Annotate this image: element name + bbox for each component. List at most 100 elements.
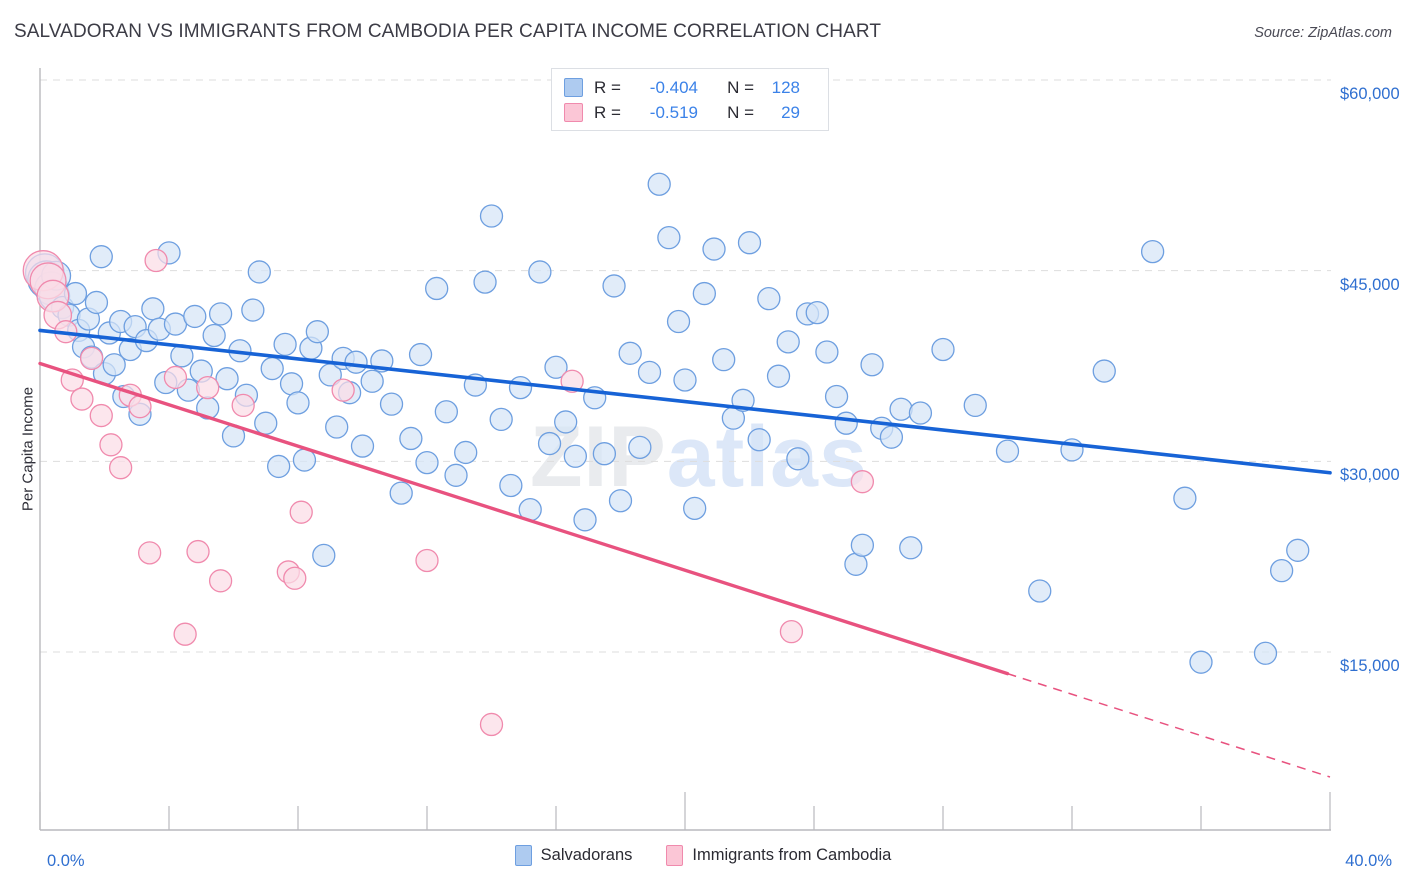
series-legend: Salvadorans Immigrants from Cambodia bbox=[0, 845, 1406, 866]
data-point bbox=[879, 425, 904, 449]
source-attribution: Source: ZipAtlas.com bbox=[1254, 25, 1392, 41]
data-point bbox=[289, 500, 313, 524]
data-point bbox=[305, 320, 330, 344]
data-point bbox=[1189, 650, 1213, 674]
data-point bbox=[241, 298, 265, 322]
data-point bbox=[850, 470, 875, 494]
data-point bbox=[231, 393, 255, 418]
series-points-salvadorans bbox=[24, 172, 1310, 674]
data-point bbox=[415, 450, 439, 475]
data-point bbox=[286, 391, 310, 415]
data-point bbox=[454, 440, 478, 465]
legend-swatch-blue-icon bbox=[564, 78, 583, 97]
data-point bbox=[144, 248, 168, 273]
data-point bbox=[141, 297, 165, 321]
data-point bbox=[647, 172, 671, 196]
data-point bbox=[312, 543, 336, 568]
data-point bbox=[389, 481, 413, 505]
stat-r-value-0: -0.404 bbox=[649, 77, 698, 97]
data-point bbox=[247, 260, 271, 284]
data-point bbox=[202, 323, 226, 348]
data-point bbox=[908, 401, 933, 425]
data-point bbox=[102, 353, 126, 377]
data-point bbox=[834, 411, 858, 435]
plot-area: Per Capita Income bbox=[20, 68, 1332, 831]
stat-r-value-1: -0.519 bbox=[649, 102, 698, 122]
data-point bbox=[208, 569, 233, 593]
y-axis-tick-label: $60,000 bbox=[1340, 85, 1400, 103]
data-point bbox=[544, 355, 568, 379]
data-point bbox=[608, 489, 633, 513]
data-point bbox=[1286, 538, 1310, 562]
data-point bbox=[215, 367, 239, 391]
data-point bbox=[1140, 239, 1165, 264]
data-point bbox=[931, 337, 955, 362]
data-point bbox=[779, 620, 804, 644]
legend-item-salvadorans[interactable]: Salvadorans bbox=[514, 845, 633, 866]
data-point bbox=[602, 274, 626, 298]
data-point bbox=[89, 403, 113, 428]
series-points-cambodia bbox=[22, 248, 875, 737]
data-point bbox=[657, 225, 681, 250]
legend-item-cambodia[interactable]: Immigrants from Cambodia bbox=[666, 845, 891, 866]
data-point bbox=[163, 365, 188, 390]
data-point bbox=[399, 426, 423, 451]
x-axis-max-label: 40.0% bbox=[1345, 852, 1392, 870]
data-point bbox=[537, 431, 562, 456]
data-point bbox=[995, 439, 1020, 463]
trendline-cambodia bbox=[38, 361, 1010, 676]
data-point bbox=[70, 387, 94, 411]
legend-swatch-pink-icon bbox=[564, 103, 583, 122]
stat-r-label-1: R = bbox=[594, 102, 621, 122]
data-point bbox=[89, 245, 113, 269]
data-point bbox=[444, 463, 468, 487]
trendline-salvadorans bbox=[38, 328, 1332, 475]
data-point bbox=[747, 428, 771, 452]
data-point bbox=[479, 712, 504, 737]
data-point bbox=[637, 360, 662, 385]
data-point bbox=[79, 346, 104, 371]
correlation-stats-legend: R = -0.404 N = 128 R = -0.519 N = 29 bbox=[551, 68, 829, 131]
data-point bbox=[84, 290, 109, 315]
data-point bbox=[196, 375, 220, 400]
data-point bbox=[325, 415, 349, 439]
legend-marker-cambodia-icon bbox=[666, 845, 684, 866]
scatter-plot-svg bbox=[22, 68, 1332, 831]
y-axis-title: Per Capita Income bbox=[19, 386, 37, 512]
y-axis-tick-label: $15,000 bbox=[1340, 657, 1400, 675]
data-point bbox=[473, 270, 497, 294]
x-axis-min-label: 0.0% bbox=[47, 852, 85, 870]
data-point bbox=[173, 622, 197, 646]
legend-label-salvadorans: Salvadorans bbox=[540, 846, 633, 864]
data-point bbox=[737, 231, 762, 255]
page-title: SALVADORAN VS IMMIGRANTS FROM CAMBODIA P… bbox=[14, 21, 882, 42]
data-point bbox=[183, 304, 207, 329]
data-point bbox=[479, 204, 504, 228]
stats-row-salvadorans: R = -0.404 N = 128 bbox=[564, 75, 818, 100]
data-point bbox=[1028, 579, 1052, 603]
data-point bbox=[415, 548, 439, 573]
data-point bbox=[815, 340, 839, 364]
data-point bbox=[786, 447, 810, 471]
data-point bbox=[434, 400, 459, 424]
stat-n-value-0: 128 bbox=[771, 77, 800, 97]
data-point bbox=[108, 456, 133, 480]
data-point bbox=[850, 533, 875, 557]
data-point bbox=[628, 435, 652, 460]
data-point bbox=[963, 393, 987, 418]
data-point bbox=[712, 347, 736, 372]
data-point bbox=[666, 309, 691, 334]
trendline-cambodia-extrapolated bbox=[1007, 672, 1331, 778]
data-point bbox=[824, 384, 849, 409]
stat-n-label-1: N = bbox=[727, 102, 754, 122]
data-point bbox=[683, 496, 707, 521]
legend-label-cambodia: Immigrants from Cambodia bbox=[692, 846, 892, 864]
data-point bbox=[563, 444, 587, 468]
data-point bbox=[499, 473, 523, 498]
data-point bbox=[489, 407, 513, 432]
data-point bbox=[99, 433, 123, 457]
data-point bbox=[554, 410, 578, 434]
data-point bbox=[273, 332, 297, 357]
stat-n-value-1: 29 bbox=[781, 102, 800, 122]
